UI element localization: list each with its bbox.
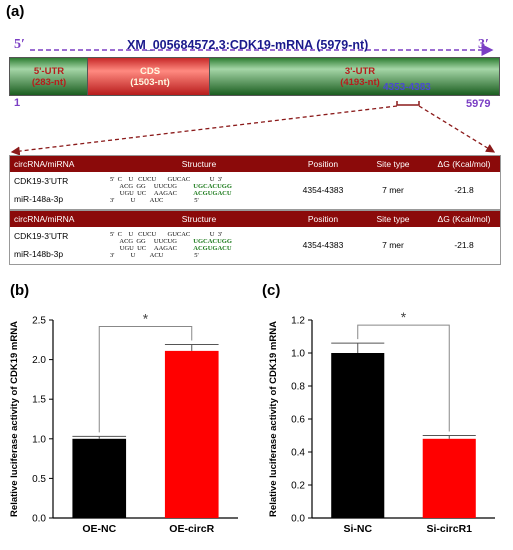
- row-dg: -21.8: [454, 240, 474, 251]
- bar-oe-nc: [72, 438, 127, 518]
- cds-segment: [87, 58, 210, 95]
- row-site-type: 7 mer: [382, 185, 404, 196]
- utr5-segment-label: 5'-UTR (283-nt): [31, 66, 67, 88]
- row-position: 4354-4383: [302, 185, 344, 196]
- y-tick-label: 2.0: [32, 355, 46, 366]
- mrna-arrow: [10, 44, 496, 156]
- significance-bracket: [357, 324, 450, 432]
- y-tick-label: 0.6: [291, 415, 305, 426]
- chart-b: 0.0 0.5 1.0 1.5 2.0 2.5 Relative luciferase ac…: [9, 311, 238, 535]
- y-tick-label: 0.2: [291, 481, 305, 492]
- row-names: CDK19-3’UTR miR-148a-3p: [14, 176, 69, 205]
- binding-table-1: circRNA/miRNA Structure Position Site ty…: [9, 155, 501, 210]
- table-header-row: circRNA/miRNA Structure Position Site ty…: [9, 210, 501, 227]
- header-dg: ΔG (Kcal/mol): [428, 210, 501, 227]
- header-site-type: Site type: [358, 155, 428, 172]
- utr3-segment-label: 3'-UTR (4193-nt): [340, 66, 380, 88]
- y-tick-label: 0.5: [32, 474, 46, 485]
- y-tick-label: 1.0: [291, 349, 305, 360]
- x-tick-label: OE-circR: [169, 523, 214, 535]
- header-name: circRNA/miRNA: [9, 155, 110, 172]
- x-tick-label: Si-NC: [343, 523, 372, 535]
- five-prime-label: 5′: [14, 37, 25, 52]
- header-name: circRNA/miRNA: [9, 210, 110, 227]
- row-structure: 5' C U CUCU GUCAC U 3' ACG GG UUCUG UGCA…: [110, 176, 232, 205]
- y-tick-label: 1.0: [32, 434, 46, 445]
- x-tick-label: OE-NC: [82, 523, 116, 535]
- panel-c-label: (c): [262, 282, 281, 299]
- significance-bracket: [98, 326, 193, 433]
- table-row: CDK19-3’UTR miR-148a-3p 5' C U CUCU GUCA…: [10, 172, 501, 209]
- y-tick-label: 0.0: [32, 514, 46, 525]
- bar-si-circr1: [422, 438, 476, 518]
- panel-b-label: (b): [10, 282, 30, 299]
- significance-star: *: [401, 309, 407, 325]
- y-axis-label: Relative luciferase activity of CDK19 mR…: [268, 321, 279, 517]
- header-position: Position: [288, 155, 358, 172]
- chart-c: 0.0 0.2 0.4 0.6 0.8 1.0 1.2 Relative luciferase…: [268, 309, 495, 535]
- row-site-type: 7 mer: [382, 240, 404, 251]
- y-tick-label: 0.8: [291, 382, 305, 393]
- row-position: 4354-4383: [302, 240, 344, 251]
- y-tick-label: 0.0: [291, 514, 305, 525]
- significance-star: *: [143, 311, 149, 327]
- row-structure: 5' C U CUCU GUCAC U 3' ACG GG UUCUG UGCA…: [110, 231, 232, 260]
- cds-segment-label: CDS (1503-nt): [130, 66, 170, 88]
- header-dg: ΔG (Kcal/mol): [428, 155, 501, 172]
- row-names: CDK19-3’UTR miR-148b-3p: [14, 231, 69, 260]
- gene-structure-bar: 5'-UTR (283-nt) CDS (1503-nt) 3'-UTR (41…: [9, 57, 500, 96]
- x-tick-label: Si-circR1: [426, 523, 472, 535]
- binding-table-2: circRNA/miRNA Structure Position Site ty…: [9, 210, 501, 265]
- y-axis-label: Relative luciferase activity of CDK19 mR…: [9, 321, 20, 517]
- y-tick-label: 0.4: [291, 448, 305, 459]
- bar-si-nc: [331, 353, 385, 518]
- table-header-row: circRNA/miRNA Structure Position Site ty…: [9, 155, 501, 172]
- header-position: Position: [288, 210, 358, 227]
- header-structure: Structure: [110, 210, 288, 227]
- row-dg: -21.8: [454, 185, 474, 196]
- table-row: CDK19-3’UTR miR-148b-3p 5' C U CUCU GUCA…: [10, 227, 501, 264]
- three-prime-label: 3′: [478, 37, 489, 52]
- end-coordinate: 5979: [466, 98, 491, 110]
- bar-oe-circr: [164, 350, 219, 518]
- panel-a-label: (a): [6, 3, 25, 20]
- mrna-title: XM_005684572.3:CDK19-mRNA (5979-nt): [127, 38, 369, 52]
- header-site-type: Site type: [358, 210, 428, 227]
- y-tick-label: 1.2: [291, 316, 305, 327]
- binding-site-range: 4353-4383: [383, 82, 431, 93]
- y-tick-label: 2.5: [32, 316, 46, 327]
- header-structure: Structure: [110, 155, 288, 172]
- y-tick-label: 1.5: [32, 395, 46, 406]
- start-coordinate: 1: [14, 97, 21, 109]
